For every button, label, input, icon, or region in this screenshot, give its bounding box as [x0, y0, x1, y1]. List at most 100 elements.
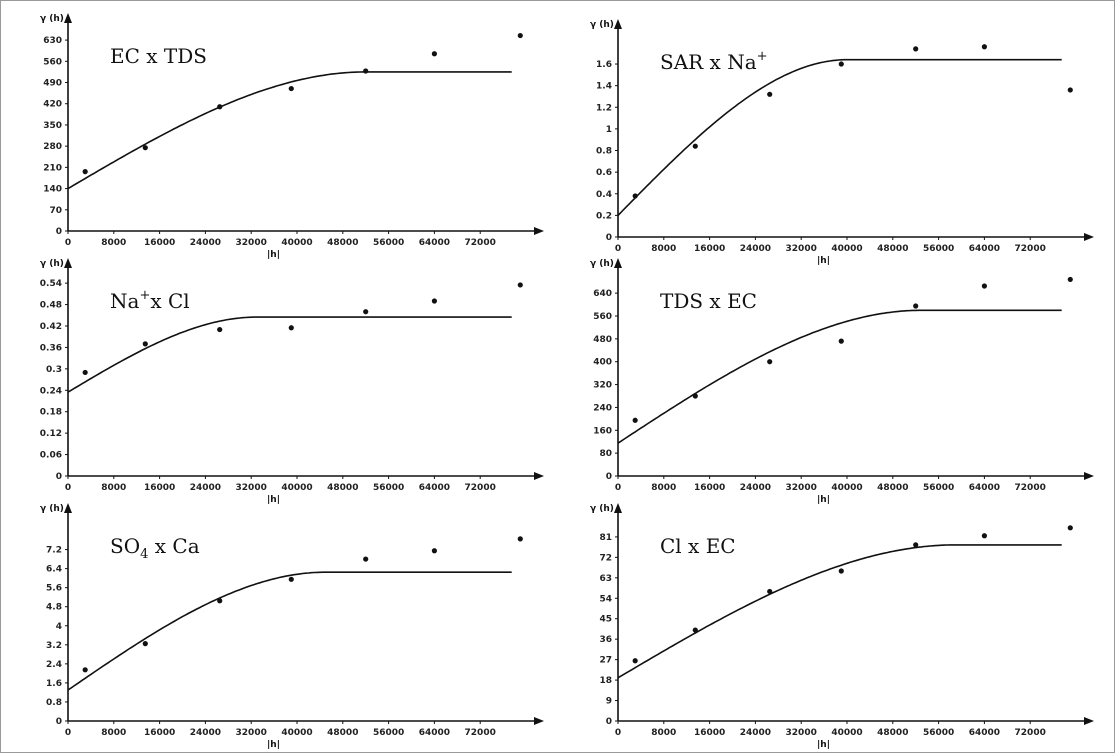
y-tick-label: 0.54: [40, 279, 62, 289]
y-tick-label: 70: [49, 206, 62, 216]
fitted-model-curve: [67, 316, 512, 393]
chart-title: SO4 x Ca: [110, 534, 200, 562]
data-point: [217, 598, 223, 604]
chart-title-main: EC x TDS: [110, 44, 207, 68]
fitted-model-curve: [67, 571, 512, 691]
chart-title: SAR x Na+: [660, 49, 768, 74]
y-tick-label: 1: [606, 125, 612, 135]
y-tick-label: 54: [599, 594, 612, 604]
x-tick-label: 16000: [694, 483, 725, 493]
x-tick-label: 32000: [236, 728, 267, 738]
data-point: [142, 341, 148, 347]
data-point: [692, 627, 698, 633]
data-point: [632, 658, 638, 664]
x-tick-label: 56000: [923, 483, 954, 493]
chart-title: EC x TDS: [110, 44, 207, 68]
chart-title-main: Cl x EC: [660, 534, 736, 558]
x-tick-label: 48000: [877, 483, 908, 493]
y-tick-label: 1.6: [46, 679, 62, 689]
data-point: [1067, 87, 1073, 93]
y-tick-label: 2.4: [46, 660, 62, 670]
x-tick-label: 40000: [281, 483, 312, 493]
x-axis-arrow: [534, 717, 544, 725]
data-point: [517, 536, 523, 542]
y-tick-label: 0.8: [596, 147, 612, 157]
chart-title: TDS x EC: [660, 289, 757, 313]
x-tick-label: 24000: [740, 728, 771, 738]
y-tick-label: 0: [606, 233, 612, 243]
data-point: [517, 282, 523, 288]
y-tick-label: 1.6: [596, 60, 612, 70]
x-axis-label: |h|: [817, 740, 830, 750]
x-axis-label: |h|: [267, 250, 280, 260]
y-tick-label: 63: [599, 574, 612, 584]
x-tick-label: 32000: [236, 483, 267, 493]
chart-title-rest: x Cl: [150, 289, 189, 313]
data-point: [692, 143, 698, 149]
data-point: [767, 359, 773, 365]
y-tick-label: 7.2: [46, 546, 62, 556]
data-point: [363, 68, 369, 74]
chart-title-main: SO: [110, 534, 140, 558]
x-tick-label: 0: [65, 238, 71, 248]
data-point: [632, 193, 638, 199]
x-axis-label: |h|: [267, 495, 280, 505]
chart-title: Na+x Cl: [110, 288, 190, 313]
data-point: [838, 61, 844, 67]
x-axis-label: |h|: [817, 256, 830, 266]
x-tick-label: 8000: [651, 483, 676, 493]
y-tick-label: 240: [593, 403, 612, 413]
y-axis-arrow: [64, 13, 72, 23]
y-axis-label: γ (h): [590, 504, 614, 514]
y-tick-label: 72: [599, 553, 612, 563]
data-point: [838, 568, 844, 574]
y-tick-label: 81: [599, 533, 612, 543]
x-tick-label: 24000: [190, 728, 221, 738]
y-tick-label: 0.2: [596, 211, 612, 221]
y-axis-arrow: [614, 19, 622, 29]
y-tick-label: 160: [593, 426, 612, 436]
fitted-model-curve: [617, 544, 1062, 679]
y-tick-label: 0.3: [46, 365, 62, 375]
x-tick-label: 64000: [419, 238, 450, 248]
x-tick-label: 8000: [101, 483, 126, 493]
y-axis-label: γ (h): [40, 504, 64, 514]
x-axis-arrow: [534, 472, 544, 480]
data-point: [838, 338, 844, 344]
data-point: [288, 576, 294, 582]
x-tick-label: 24000: [190, 238, 221, 248]
x-tick-label: 16000: [144, 728, 175, 738]
x-tick-label: 16000: [694, 244, 725, 254]
y-tick-label: 480: [593, 335, 612, 345]
y-tick-label: 27: [599, 656, 612, 666]
chart-title-rest: x Ca: [148, 534, 199, 558]
y-tick-label: 4.8: [46, 603, 62, 613]
fitted-model-curve: [617, 309, 1062, 444]
x-tick-label: 56000: [373, 238, 404, 248]
y-tick-label: 1.2: [596, 103, 612, 113]
y-tick-label: 0.06: [40, 451, 62, 461]
chart-title-superscript: +: [757, 49, 768, 64]
x-tick-label: 72000: [465, 238, 496, 248]
x-axis-arrow: [1084, 472, 1094, 480]
chart-title-main: TDS x EC: [660, 289, 757, 313]
y-axis-label: γ (h): [40, 259, 64, 269]
x-tick-label: 64000: [969, 244, 1000, 254]
data-point: [692, 393, 698, 399]
y-tick-label: 80: [599, 449, 612, 459]
x-tick-label: 64000: [969, 483, 1000, 493]
data-point: [142, 145, 148, 151]
y-tick-label: 0: [606, 472, 612, 482]
y-axis-label: γ (h): [590, 20, 614, 30]
y-tick-label: 36: [599, 635, 612, 645]
y-axis-label: γ (h): [590, 259, 614, 269]
chart-cl-ec: 0 9 18 27 36 45 54 63 72 81 0 8000 16000 24000 32000 40…: [590, 503, 1094, 750]
x-tick-label: 56000: [923, 244, 954, 254]
y-tick-label: 640: [593, 289, 612, 299]
data-point: [632, 417, 638, 423]
x-tick-label: 8000: [651, 244, 676, 254]
x-tick-label: 32000: [786, 728, 817, 738]
y-tick-label: 210: [43, 163, 62, 173]
y-tick-label: 630: [43, 36, 62, 46]
x-axis-label: |h|: [817, 495, 830, 505]
